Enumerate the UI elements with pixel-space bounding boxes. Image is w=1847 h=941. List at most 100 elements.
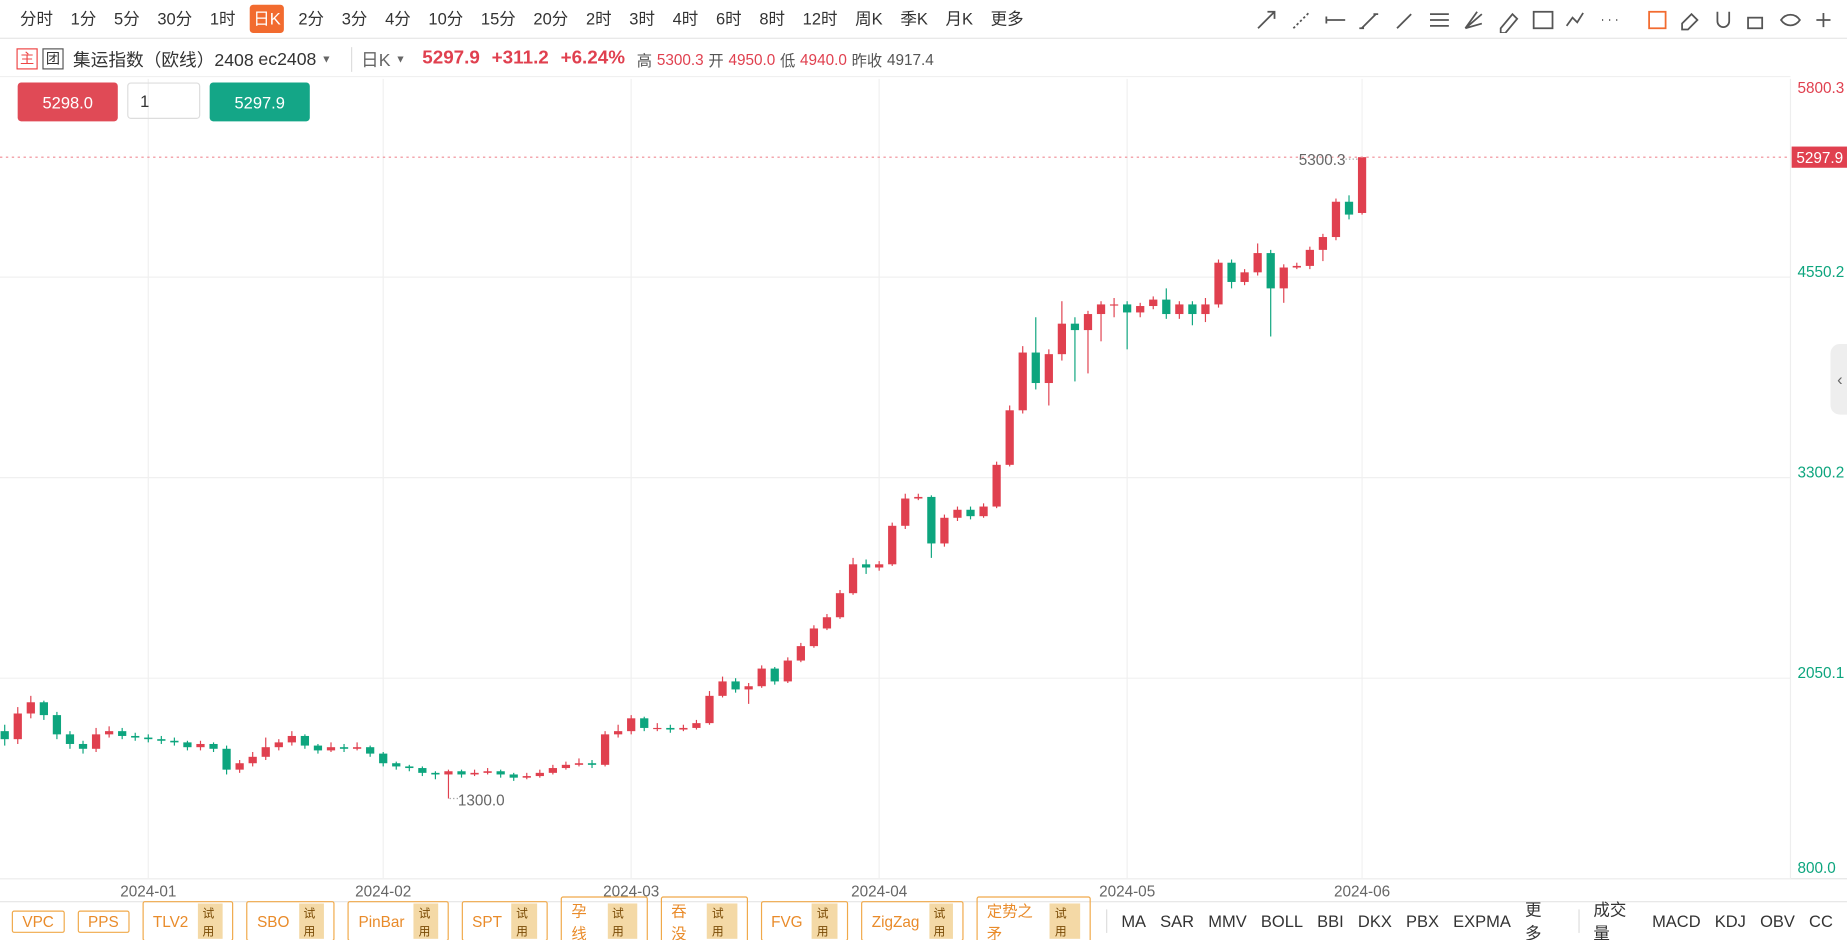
instrument-code[interactable]: ec2408 (258, 48, 317, 69)
candle-body (1227, 262, 1236, 282)
main-indicator[interactable]: BOLL (1260, 911, 1304, 931)
period-tab[interactable]: 8时 (759, 9, 785, 29)
candle-body (105, 731, 114, 735)
strategy-chip[interactable]: SBO 试用 (246, 901, 335, 940)
period-tab[interactable]: 30分 (157, 9, 193, 29)
y-tick-label: 4550.2 (1798, 264, 1845, 281)
caret: ▼ (321, 53, 332, 65)
period-tab[interactable]: 6时 (715, 9, 742, 29)
period-tab[interactable]: 季K (900, 9, 928, 29)
candle-body (627, 718, 636, 732)
trial-badge: 试用 (707, 903, 737, 939)
candle-body (1214, 262, 1223, 305)
quantity-input[interactable]: 1 (127, 82, 201, 119)
main-indicator[interactable]: PBX (1405, 911, 1439, 931)
candle-body (1057, 323, 1067, 355)
candle-body (483, 771, 492, 773)
main-indicator[interactable]: EXPMA (1453, 911, 1511, 931)
candle-body (731, 681, 740, 690)
caret: ▼ (395, 53, 406, 65)
period-tab[interactable]: 分时 (20, 9, 54, 29)
strategy-chip[interactable]: SPT 试用 (461, 901, 548, 940)
quote-change: +311.2 (491, 48, 549, 69)
period-tab[interactable]: 3时 (629, 9, 655, 29)
strategy-chip[interactable]: 吞没 试用 (660, 896, 748, 940)
candle-body (235, 763, 244, 770)
period-tab[interactable]: 20分 (533, 9, 569, 29)
candle-body (1266, 253, 1275, 289)
period-tab[interactable]: 日K (249, 4, 285, 33)
candle-body (157, 739, 166, 741)
strategy-chip[interactable]: 定势之矛 试用 (976, 896, 1091, 940)
candle-body (1240, 272, 1249, 282)
candle-body (196, 743, 205, 748)
candle-body (888, 525, 897, 565)
last-price-label: 5297.9 (1796, 150, 1843, 167)
strategy-chip[interactable]: ZigZag 试用 (861, 901, 964, 940)
stat-value: 4940.0 (800, 50, 847, 68)
candle-body (718, 681, 727, 696)
period-tab[interactable]: 1分 (70, 9, 97, 29)
y-tick-label: 2050.1 (1798, 665, 1845, 682)
sub-indicator[interactable]: MACD (1652, 911, 1701, 931)
strategy-chip[interactable]: FVG 试用 (760, 901, 849, 940)
trial-badge: 试用 (298, 903, 325, 939)
candle-body (248, 756, 257, 764)
period-tab[interactable]: 5分 (114, 9, 140, 29)
candle-body (679, 727, 688, 730)
strategy-chip[interactable]: PinBar 试用 (347, 901, 449, 940)
strategy-chip[interactable]: TLV2 试用 (142, 901, 234, 940)
sub-indicator[interactable]: 成交量 (1593, 899, 1627, 940)
sell-button[interactable]: 5297.9 (209, 82, 310, 122)
candle-body (822, 617, 832, 629)
candle-body (614, 731, 623, 735)
candle-body (548, 768, 557, 773)
main-indicator[interactable]: DKX (1357, 911, 1392, 931)
candle-body (352, 747, 362, 749)
quote-pct: +6.24% (560, 48, 626, 69)
instrument-header: 主团集运指数（欧线）2408 ec2408 ▼ 日K ▼ 5297.9 +311.2 +6.2… (0, 40, 1847, 78)
more-periods[interactable]: 更多 (990, 9, 1024, 29)
sub-indicator[interactable]: KDJ (1714, 911, 1746, 931)
period-tab[interactable]: 1时 (209, 9, 236, 29)
candle-body (600, 734, 610, 765)
sub-indicator[interactable]: OBV (1760, 911, 1795, 931)
period-select[interactable]: 日K (350, 46, 391, 72)
candle-body (366, 747, 375, 754)
period-tab[interactable]: 10分 (428, 9, 464, 29)
period-tab[interactable]: 4时 (672, 9, 699, 29)
buy-button[interactable]: 5298.0 (17, 82, 118, 122)
candle-body (118, 731, 127, 736)
trial-badge: 试用 (1050, 903, 1081, 939)
strategy-name: VPC (22, 912, 54, 930)
period-tab[interactable]: 3分 (341, 9, 368, 29)
main-indicator[interactable]: SAR (1160, 911, 1195, 931)
period-tab[interactable]: 15分 (480, 9, 516, 29)
candle-body (418, 768, 427, 773)
candle-body (640, 718, 649, 728)
main-indicator[interactable]: MA (1121, 911, 1147, 931)
sub-indicator[interactable]: CC (1809, 911, 1833, 931)
period-tab[interactable]: 周K (855, 9, 883, 29)
x-tick-label: 2024-02 (355, 883, 411, 900)
main-indicator[interactable]: BBI (1317, 911, 1344, 931)
strategy-chip[interactable]: VPC (11, 909, 65, 933)
period-tab[interactable]: 2分 (298, 9, 325, 29)
period-tab[interactable]: 12时 (802, 9, 838, 29)
strategy-chip[interactable]: PPS (77, 909, 130, 933)
more-indicators[interactable]: 更多 (1524, 899, 1542, 940)
period-tab[interactable]: 4分 (385, 9, 411, 29)
main-indicator[interactable]: MMV (1208, 911, 1247, 931)
strategy-chip[interactable]: 孕线 试用 (560, 896, 648, 940)
period-tab[interactable]: 2时 (585, 9, 612, 29)
side-panel-toggle[interactable]: ‹ (1830, 343, 1847, 415)
candle-body (574, 763, 584, 765)
period-tab[interactable]: 月K (945, 9, 974, 29)
candle-body (1305, 249, 1314, 266)
candle-body (796, 646, 805, 661)
low-annotation: 1300.0 (458, 793, 505, 810)
strategy-name: PinBar (358, 912, 405, 930)
candle-body (91, 734, 101, 749)
stat-value: 5300.3 (657, 50, 704, 68)
